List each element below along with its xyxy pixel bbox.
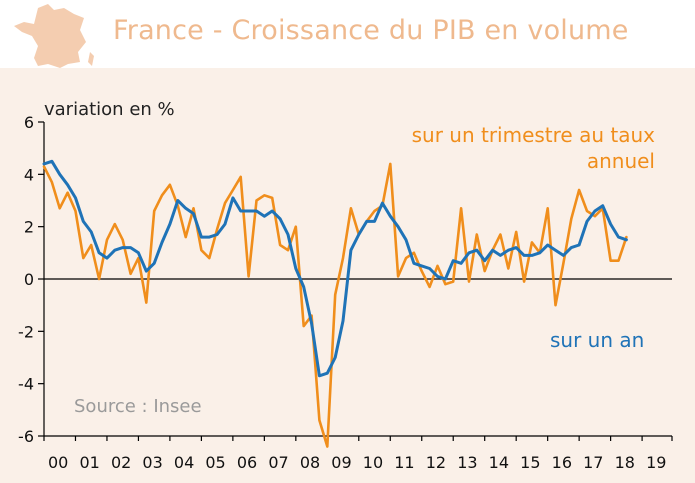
y-tick-label: -4 — [18, 375, 34, 394]
y-tick-label: -6 — [18, 427, 34, 446]
x-tick-label: 17 — [583, 453, 603, 472]
x-tick-label: 15 — [520, 453, 540, 472]
y-tick-label: 4 — [24, 165, 34, 184]
x-tick-label: 04 — [174, 453, 194, 472]
x-tick-label: 06 — [237, 453, 257, 472]
x-tick-label: 10 — [363, 453, 383, 472]
x-tick-label: 00 — [48, 453, 68, 472]
france-map-icon — [14, 4, 94, 68]
y-tick-label: 0 — [24, 270, 34, 289]
series-label-annual: sur un an — [550, 328, 645, 352]
y-tick-label: -2 — [18, 322, 34, 341]
x-tick-label: 01 — [79, 453, 99, 472]
series-label-quarterly: sur un trimestre au taux annuel — [411, 123, 655, 173]
x-tick-label: 18 — [615, 453, 635, 472]
x-tick-label: 09 — [331, 453, 351, 472]
x-tick-label: 19 — [646, 453, 666, 472]
source-note: Source : Insee — [74, 396, 202, 417]
x-tick-label: 14 — [489, 453, 509, 472]
y-axis-label: variation en % — [44, 99, 175, 120]
x-tick-label: 08 — [300, 453, 320, 472]
y-tick-label: 6 — [24, 113, 34, 132]
x-tick-label: 05 — [205, 453, 225, 472]
x-tick-label: 02 — [111, 453, 131, 472]
x-tick-label: 07 — [268, 453, 288, 472]
x-tick-label: 12 — [426, 453, 446, 472]
series-line-annual — [42, 159, 628, 378]
x-tick-label: 03 — [142, 453, 162, 472]
chart-header: France - Croissance du PIB en volume — [0, 0, 695, 68]
x-tick-label: 13 — [457, 453, 477, 472]
x-tick-label: 16 — [552, 453, 572, 472]
y-tick-label: 2 — [24, 218, 34, 237]
x-tick-label: 11 — [394, 453, 414, 472]
chart-title: France - Croissance du PIB en volume — [113, 15, 629, 46]
